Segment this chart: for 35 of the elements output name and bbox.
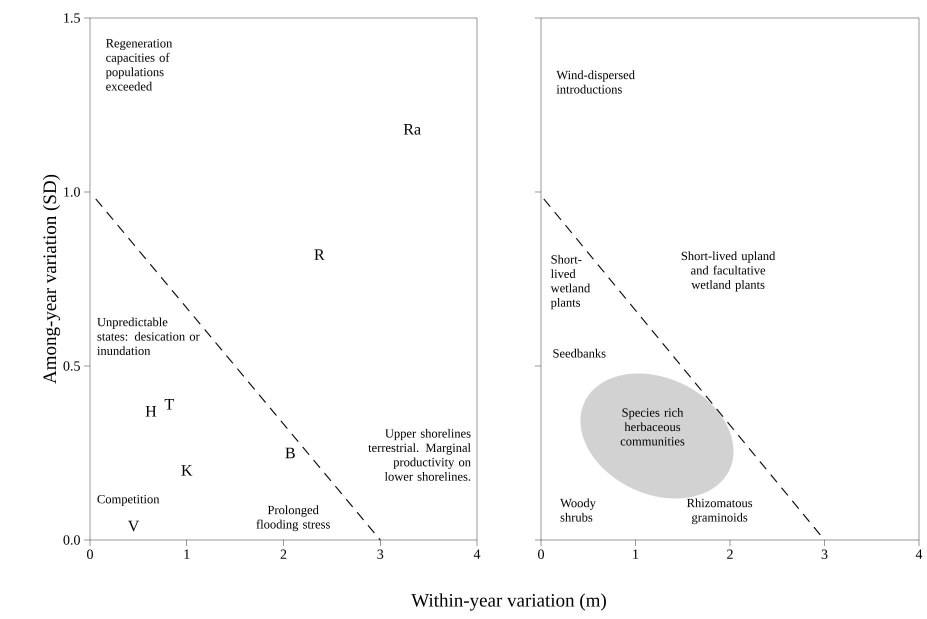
y-tick-label: 1.0	[64, 187, 80, 197]
x-tick-label: 2	[280, 550, 286, 559]
annotation: Species rich herbaceous communities	[620, 408, 684, 446]
y-tick-label: 0.5	[64, 361, 80, 371]
x-tick-label: 3	[822, 550, 828, 559]
annotation: Upper shorelines terrestrial. Marginal productivity on lower shorelines.	[368, 428, 471, 481]
x-tick-label: 3	[377, 550, 384, 559]
annotation: T	[164, 399, 174, 410]
annotation: Short-lived upland and facultative wetland plants	[682, 251, 776, 292]
x-tick-label: 1	[184, 550, 190, 559]
x-tick-label: 4	[474, 550, 480, 559]
annotation: Competition	[97, 494, 160, 506]
annotation: Seedbanks	[553, 348, 606, 358]
x-axis-title: Within-year variation (m)	[411, 593, 606, 611]
x-tick-label: 4	[916, 550, 922, 559]
y-tick-label: 0.0	[64, 535, 80, 545]
x-tick-label: 0	[87, 550, 93, 559]
x-tick-label: 1	[633, 550, 638, 559]
annotation: H	[146, 406, 156, 416]
x-tick-label: 0	[538, 550, 544, 559]
annotation: R	[314, 249, 325, 260]
annotation: Rhizomatous graminoids	[686, 498, 752, 524]
y-tick-label: 1.5	[64, 13, 80, 23]
x-tick-label: 2	[727, 550, 733, 559]
y-axis-title: Among-year variation (SD)	[42, 174, 60, 384]
annotation: Short-lived wetland plants	[550, 254, 590, 310]
annotation: Wind-dispersed introductions	[556, 70, 635, 94]
annotation: K	[181, 465, 192, 476]
annotation: V	[128, 520, 140, 532]
annotation: Regeneration capacities of populations exceeded	[106, 39, 172, 91]
annotation: Prolonged flooding stress	[256, 505, 330, 532]
annotation: Ra	[404, 124, 421, 135]
annotation: B	[285, 448, 295, 458]
annotation: Woody shrubs	[560, 498, 596, 522]
annotation: Unpredictable states: desication or inundation	[97, 317, 200, 356]
